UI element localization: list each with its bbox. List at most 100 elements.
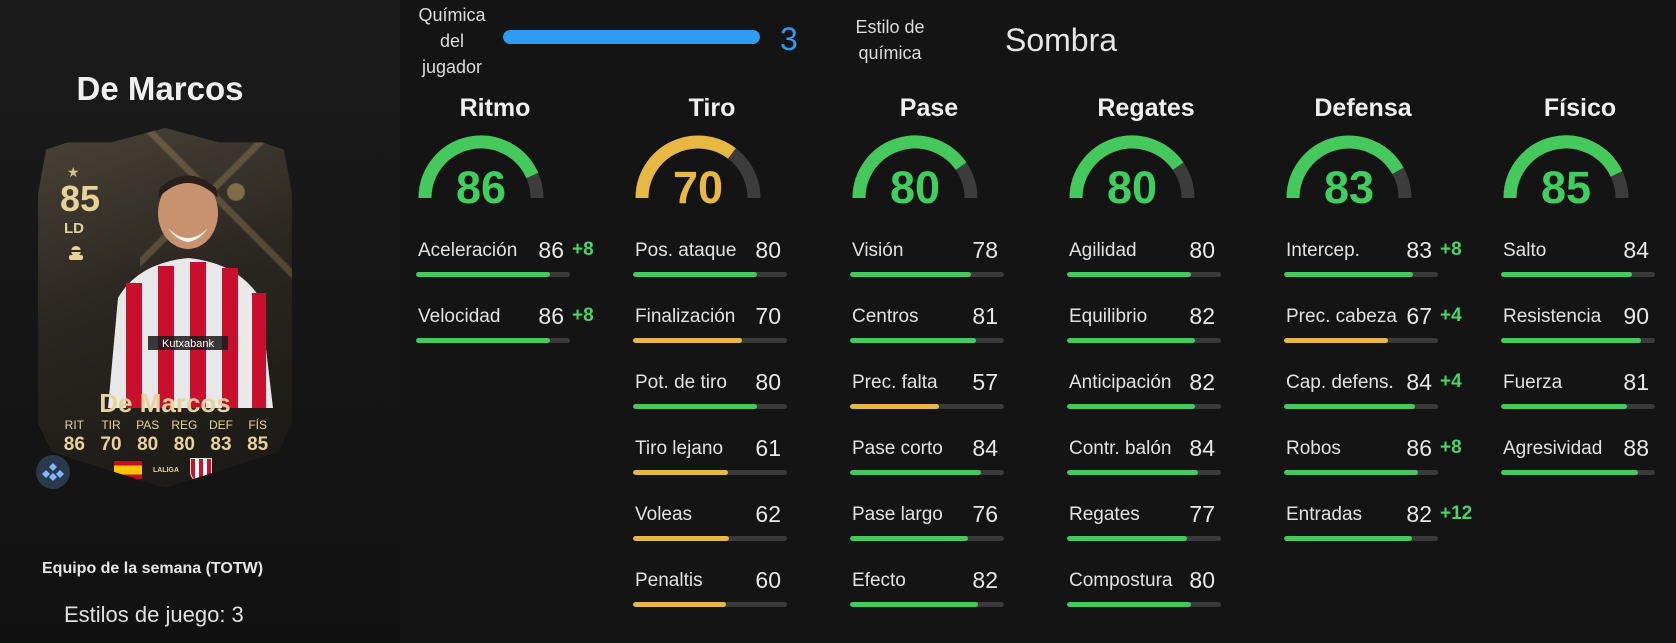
stat-row: Intercep. 83 +8 [1284,237,1470,290]
stat-bar [1067,536,1221,541]
stat-bar [850,536,1004,541]
stat-name: Pase corto [852,438,943,459]
card-position: LD [64,220,84,237]
stat-bar-fill [1501,338,1641,343]
stat-name: Tiro lejano [635,438,724,459]
stat-value: 90 [1623,303,1649,329]
stat-name: Contr. balón [1069,438,1172,459]
stat-bar [1501,272,1655,277]
column-title: Regates [1097,94,1195,122]
rating-gauge [418,135,544,199]
stat-bar [1067,404,1221,409]
stat-bar [1284,536,1438,541]
stat-bar-fill [850,536,969,541]
stat-bar-fill [850,602,978,607]
stat-row: Prec. falta 57 [850,369,1036,422]
column-rating: 80 [889,162,941,213]
stat-bar-fill [1284,470,1418,475]
column-rating: 86 [455,162,507,213]
stat-row: Agresividad 88 [1501,435,1676,488]
stat-row: Voleas 62 [633,501,819,554]
stat-bar [633,404,787,409]
stat-bar [1501,338,1655,343]
stat-bar-fill [1501,272,1632,277]
stat-value: 67 [1406,303,1432,329]
stat-bar-fill [850,272,972,277]
stat-name: Entradas [1286,504,1363,525]
card-stat-def: DEF 83 [208,418,233,455]
gauge-fill [1503,135,1623,199]
stat-name: Cap. defens. [1286,372,1394,393]
stat-row: Agilidad 80 [1067,237,1253,290]
chem-style-label: Estilo de química [855,17,925,63]
player-photo: Kutxabank [108,175,273,408]
gauge-fill [635,135,736,199]
stat-row: Pot. de tiro 80 [633,369,819,422]
stat-value: 82 [972,567,998,593]
card-badges: LALIGA [114,458,212,482]
stat-bar-fill [633,602,727,607]
stat-row: Aceleración 86 +8 [416,237,602,290]
column-title: Ritmo [459,94,531,122]
stat-name: Centros [852,306,919,327]
rating-gauge [852,135,978,199]
stat-row: Robos 86 +8 [1284,435,1470,488]
chem-style-value[interactable]: Sombra [1005,22,1118,58]
stat-bar-fill [1284,536,1412,541]
stat-bar-fill [1067,404,1195,409]
player-card[interactable]: ★ 85 LD Kutxabank De Marcos [38,128,292,488]
stat-value: 80 [1189,567,1215,593]
stat-bar-fill [633,272,758,277]
card-stat-reg: REG 80 [171,418,198,455]
column-title: Pase [899,94,959,122]
stat-name: Compostura [1069,570,1173,591]
stat-value: 57 [972,369,998,395]
chemistry-bar [503,30,760,44]
stat-name: Penaltis [635,570,703,591]
stat-bar [1501,404,1655,409]
stat-name: Fuerza [1503,372,1563,393]
stat-name: Agilidad [1069,240,1137,261]
card-rating: 85 [60,178,101,219]
stat-bar-fill [1067,470,1198,475]
stat-bar [1284,470,1438,475]
stat-bar-fill [850,404,939,409]
rating-gauge [1069,135,1195,199]
stat-bar [1284,404,1438,409]
stat-bar [1067,602,1221,607]
stat-value: 62 [755,501,781,527]
stat-bar-fill [1067,338,1195,343]
stat-boost: +4 [1440,371,1462,392]
stat-boost: +12 [1440,503,1473,524]
stat-value: 80 [1189,237,1215,263]
gauge-fill [1069,135,1184,199]
stat-bar-fill [1284,338,1389,343]
stat-bar-fill [1067,602,1192,607]
stat-row: Salto 84 [1501,237,1676,290]
stat-name: Velocidad [418,306,501,327]
stat-value: 86 [538,237,564,263]
stat-bar-fill [850,470,981,475]
team-label: Equipo de la semana (TOTW) [42,560,264,577]
spain-flag-icon [114,461,142,479]
stat-row: Efecto 82 [850,567,1036,620]
stat-bar [850,404,1004,409]
stat-name: Agresividad [1503,438,1603,459]
column-rating: 85 [1540,162,1592,213]
stat-bar-fill [850,338,976,343]
stat-name: Anticipación [1069,372,1172,393]
role-icon [69,246,83,260]
stat-bar-fill [416,338,550,343]
stat-bar [850,338,1004,343]
stat-row: Fuerza 81 [1501,369,1676,422]
gauge-fill [418,135,539,199]
stat-bar-fill [1067,536,1187,541]
chemistry-label: Química del jugador [418,5,486,77]
stat-name: Aceleración [418,240,518,261]
stat-name: Intercep. [1286,240,1360,261]
stat-value: 77 [1189,501,1215,527]
gauge-fill [852,135,967,199]
stat-bar-fill [1067,272,1192,277]
stat-bar-fill [1501,404,1627,409]
stat-row: Entradas 82 +12 [1284,501,1473,554]
